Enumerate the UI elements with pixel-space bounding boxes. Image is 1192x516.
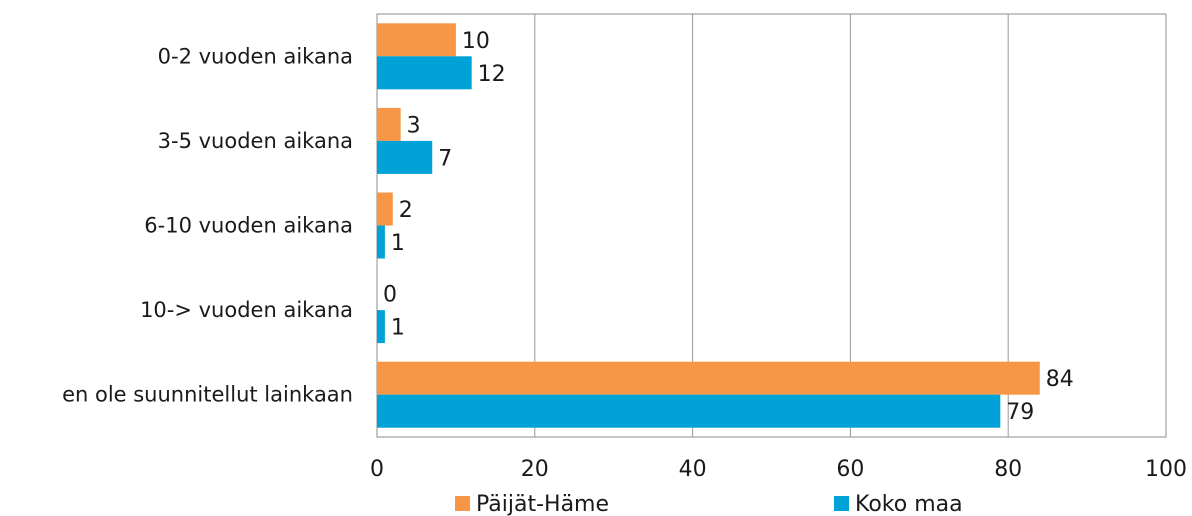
tick-label: 80 (994, 457, 1022, 482)
bar (377, 394, 1001, 428)
data-label: 1 (391, 231, 405, 256)
legend-label: Päijät-Häme (476, 492, 609, 516)
legend-swatch (834, 496, 849, 511)
bar (377, 310, 385, 344)
tick-label: 100 (1145, 457, 1187, 482)
data-label: 10 (462, 29, 490, 54)
legend: Päijät-Häme Koko maa (455, 492, 963, 516)
data-label: 84 (1046, 367, 1074, 392)
category-label: 10-> vuoden aikana (140, 298, 353, 322)
category-axis: 0-2 vuoden aikana 3-5 vuoden aikana 6-10 v… (62, 44, 353, 406)
tick-label: 0 (370, 457, 384, 482)
tick-label: 60 (836, 457, 864, 482)
data-label: 1 (391, 316, 405, 341)
value-axis: 0 20 40 60 80 100 (370, 457, 1187, 482)
category-label: en ole suunnitellut lainkaan (62, 383, 353, 407)
category-label: 0-2 vuoden aikana (158, 44, 353, 68)
category-label: 6-10 vuoden aikana (144, 214, 353, 238)
data-label: 12 (478, 62, 506, 87)
category-label: 3-5 vuoden aikana (158, 129, 353, 153)
bar (377, 23, 456, 57)
bar (377, 56, 472, 90)
tick-label: 20 (521, 457, 549, 482)
data-label: 3 (407, 113, 421, 138)
data-label: 79 (1006, 400, 1034, 425)
tick-label: 40 (679, 457, 707, 482)
data-label: 0 (383, 283, 397, 308)
bar (377, 361, 1040, 395)
data-label: 7 (438, 146, 452, 171)
bar (377, 140, 433, 174)
legend-label: Koko maa (855, 492, 963, 516)
bar (377, 192, 393, 226)
legend-swatch (455, 496, 470, 511)
bar (377, 107, 401, 141)
bar (377, 225, 385, 259)
data-label: 2 (399, 198, 413, 223)
